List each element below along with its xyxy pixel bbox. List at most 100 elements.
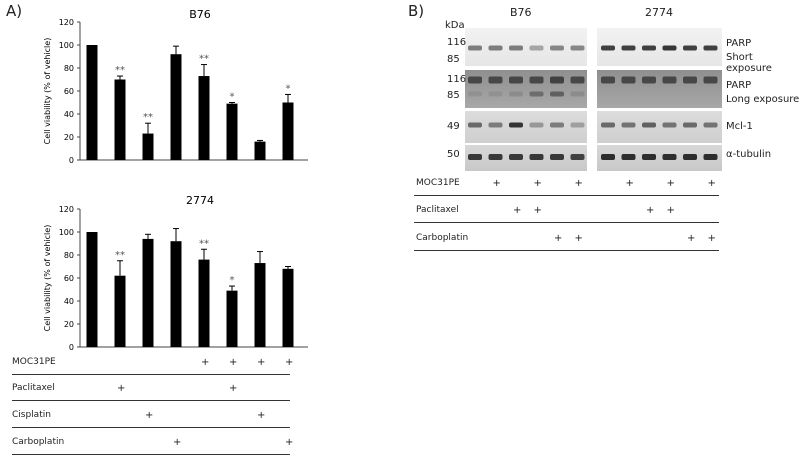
- blot-band: [468, 154, 482, 160]
- mw-marker: 85: [447, 54, 460, 65]
- y-tick-label: 60: [64, 87, 74, 96]
- significance-label: *: [230, 92, 235, 103]
- blot-band: [550, 154, 564, 160]
- blot-membrane-b76: [465, 145, 587, 171]
- table-divider: [12, 374, 290, 375]
- blot-band: [621, 45, 636, 51]
- significance-label: **: [199, 238, 209, 249]
- mw-marker: 50: [447, 149, 460, 160]
- blot-band: [683, 122, 697, 128]
- y-tick-label: 0: [69, 343, 74, 352]
- table-divider: [414, 195, 719, 196]
- bar: [86, 232, 98, 347]
- blot-band: [529, 122, 544, 128]
- blot-band: [468, 122, 482, 128]
- y-tick-label: 40: [64, 297, 74, 306]
- bar: [114, 79, 126, 160]
- chart-2774: 2774 0 20 40 60 80 100 120 Cell viability (% of …: [43, 194, 308, 352]
- treatment-mark: +: [574, 233, 583, 244]
- mw-marker: 116: [447, 37, 467, 48]
- treatment-mark: +: [707, 233, 716, 244]
- blot-band: [621, 122, 636, 128]
- blot-band: [601, 76, 615, 84]
- table-row-label: Paclitaxel: [416, 205, 459, 215]
- treatment-mark: +: [625, 178, 634, 189]
- treatment-mark: +: [666, 178, 675, 189]
- y-tick-label: 20: [64, 133, 74, 142]
- panel-b-label: B): [408, 2, 425, 20]
- blot-band: [550, 91, 564, 97]
- mw-marker: 85: [447, 90, 460, 101]
- bar: [198, 76, 210, 160]
- blot-band: [488, 91, 503, 97]
- blot-band: [683, 76, 697, 84]
- blot-band: [683, 45, 697, 51]
- y-tick-label: 100: [59, 228, 74, 237]
- treatment-mark: +: [285, 437, 294, 448]
- table-divider: [414, 222, 719, 223]
- blot-band: [642, 154, 656, 160]
- blot-band: [601, 154, 615, 160]
- chart-title: B76: [189, 8, 211, 21]
- blot-band: [468, 76, 482, 84]
- bar: [170, 241, 182, 347]
- y-tick-label: 20: [64, 320, 74, 329]
- mw-marker: 116: [447, 74, 467, 85]
- blot-band: [662, 76, 677, 84]
- blot-band: [468, 45, 482, 51]
- blot-band: [642, 45, 656, 51]
- blot-band: [703, 154, 718, 160]
- bar: [170, 54, 182, 161]
- y-tick-label: 0: [69, 156, 74, 165]
- blot-band: [662, 154, 677, 160]
- treatment-mark: +: [117, 383, 126, 394]
- y-tick-label: 80: [64, 64, 74, 73]
- blot-band: [703, 76, 718, 84]
- blot-band: [509, 91, 523, 97]
- blot-band: [601, 45, 615, 51]
- blot-band: [662, 45, 677, 51]
- bar: [282, 102, 294, 160]
- y-axis-label: Cell viability (% of vehicle): [43, 225, 52, 332]
- cell-line-b76-label: B76: [510, 6, 532, 19]
- blot-band: [509, 154, 523, 160]
- blot-band: [529, 76, 544, 84]
- blot-exposure-label: Long exposure: [726, 94, 800, 105]
- y-tick-label: 120: [59, 18, 74, 27]
- bar: [86, 45, 98, 160]
- blot-protein-label: PARP: [726, 80, 752, 91]
- bar: [142, 133, 154, 160]
- significance-label: *: [286, 83, 291, 94]
- table-row-label: MOC31PE: [12, 357, 56, 367]
- blot-band: [488, 45, 503, 51]
- blot-protein-label: Mcl-1: [726, 121, 753, 132]
- y-tick-label: 60: [64, 274, 74, 283]
- table-divider: [12, 454, 290, 455]
- treatment-mark: +: [666, 205, 675, 216]
- treatment-mark: +: [257, 410, 266, 421]
- treatment-mark: +: [229, 357, 238, 368]
- blot-band: [529, 91, 544, 97]
- significance-label: **: [115, 65, 125, 76]
- bar: [226, 103, 238, 160]
- blot-band: [488, 122, 503, 128]
- treatment-mark: +: [533, 178, 542, 189]
- treatment-mark: +: [707, 178, 716, 189]
- treatment-mark: +: [257, 357, 266, 368]
- table-row-label: Carboplatin: [12, 437, 65, 447]
- y-tick-label: 40: [64, 110, 74, 119]
- western-blots: [465, 28, 722, 171]
- blot-membrane-b76: [465, 28, 587, 66]
- significance-label: **: [199, 54, 209, 65]
- blot-protein-label: α-tubulin: [726, 149, 772, 160]
- blot-band: [621, 154, 636, 160]
- blot-band: [601, 122, 615, 128]
- bar: [226, 290, 238, 347]
- treatment-mark: +: [285, 357, 294, 368]
- table-divider: [12, 400, 290, 401]
- table-row-label: Paclitaxel: [12, 383, 55, 393]
- table-divider: [12, 427, 290, 428]
- cell-line-2774-label: 2774: [645, 6, 673, 19]
- y-tick-label: 120: [59, 205, 74, 214]
- blot-band: [570, 122, 585, 128]
